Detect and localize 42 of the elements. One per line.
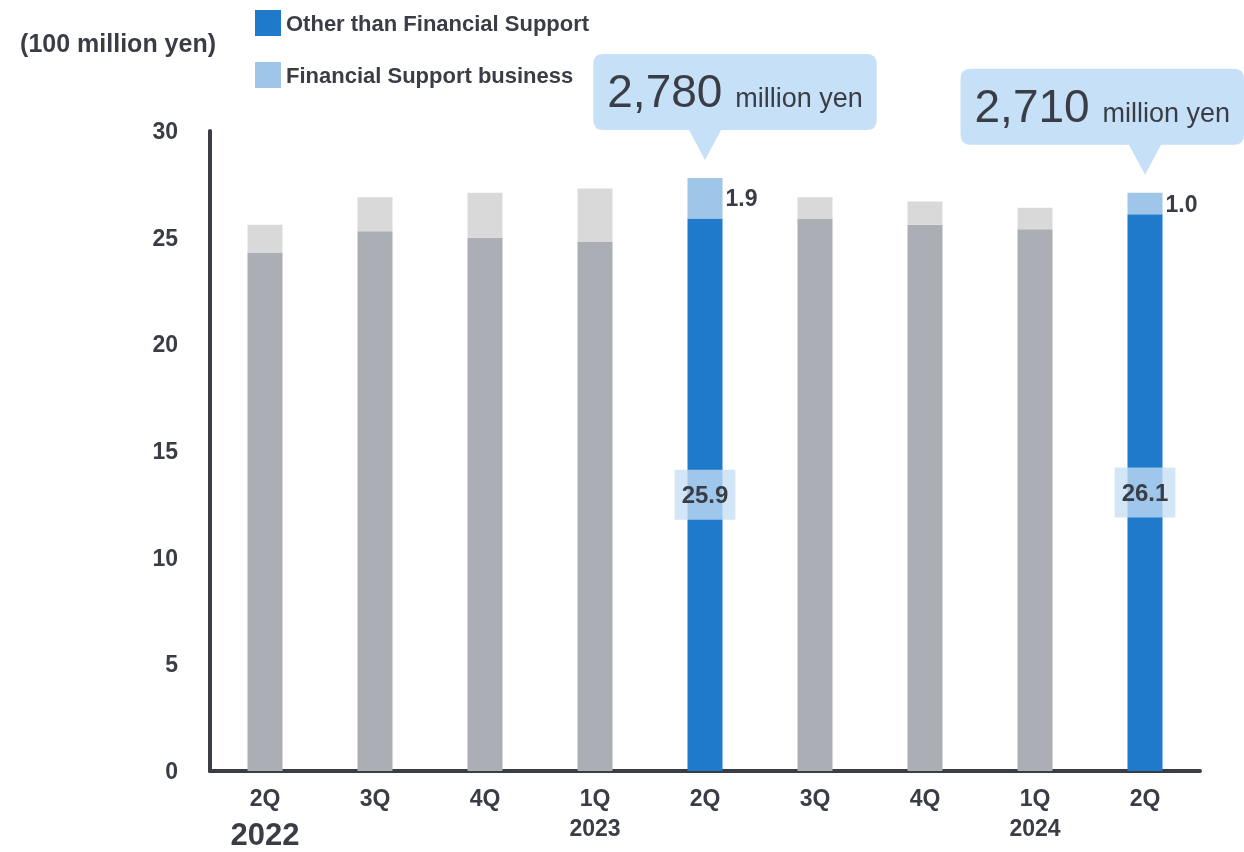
y-tick-label: 0 (165, 758, 178, 784)
y-axis-title: (100 million yen) (20, 29, 216, 57)
bar (1127, 192, 1163, 215)
bar (797, 218, 833, 771)
bar (907, 224, 943, 771)
bar (247, 224, 283, 253)
bar (467, 237, 503, 771)
x-tick-label: 1Q 2023 (569, 785, 621, 841)
x-tick-label: 4Q (909, 785, 941, 811)
data-label: 25.9 (681, 481, 729, 509)
text: 2,780 million yen (607, 64, 863, 117)
bar (1017, 207, 1053, 230)
x-tick-label: 1Q 2024 (1009, 785, 1061, 841)
x-tick-label: 2Q (689, 785, 721, 811)
legend-label: Financial Support business (286, 62, 574, 88)
data-label: 1.0 (1165, 190, 1198, 217)
bar (357, 197, 393, 232)
y-tick-label: 5 (165, 651, 179, 678)
data-label: 26.1 (1121, 479, 1169, 507)
x-tick-label: 2Q (1129, 785, 1161, 811)
bar (797, 197, 833, 219)
bar (1017, 229, 1053, 771)
y-tick-label: 15 (152, 438, 179, 464)
bar (907, 201, 943, 225)
y-tick-label: 30 (152, 118, 178, 144)
y-tick-label: 20 (152, 331, 178, 358)
bar (467, 192, 503, 238)
bar (687, 177, 723, 219)
legend-label: Other than Financial Support (286, 10, 590, 36)
bar (357, 231, 393, 771)
bar (577, 188, 613, 242)
text: 2022 (230, 817, 300, 852)
bar (577, 241, 613, 771)
annotation: 2,710 million yen (974, 79, 1230, 132)
bar (247, 252, 283, 771)
x-tick-label: 3Q (359, 785, 391, 811)
x-tick-label: 3Q (799, 785, 831, 811)
x-tick-label: 2Q (249, 785, 281, 811)
data-label: 1.9 (725, 185, 758, 212)
y-tick-label: 10 (152, 544, 178, 571)
x-tick-label: 4Q (469, 785, 501, 811)
y-tick-label: 25 (152, 224, 179, 251)
